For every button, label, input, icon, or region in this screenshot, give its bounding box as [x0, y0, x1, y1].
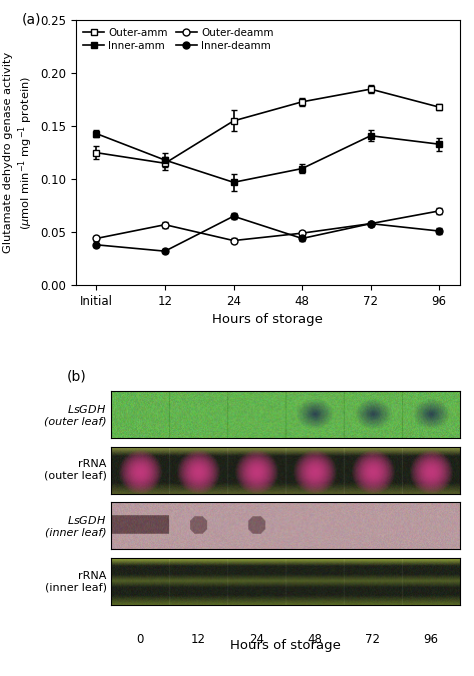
Text: rRNA
(inner leaf): rRNA (inner leaf) — [45, 571, 107, 592]
Text: $LsGDH$
(inner leaf): $LsGDH$ (inner leaf) — [45, 514, 107, 537]
Text: $LsGDH$
(outer leaf): $LsGDH$ (outer leaf) — [44, 403, 107, 426]
Text: (b): (b) — [66, 369, 86, 383]
Legend: Outer-amm, Inner-amm, Outer-deamm, Inner-deamm: Outer-amm, Inner-amm, Outer-deamm, Inner… — [81, 26, 275, 53]
Text: Hours of storage: Hours of storage — [230, 639, 341, 652]
Text: (a): (a) — [22, 12, 42, 26]
Text: rRNA
(outer leaf): rRNA (outer leaf) — [44, 460, 107, 481]
Y-axis label: Glutamate dehydro genase activity
($\mu$mol min$^{-1}$ mg$^{-1}$ protein): Glutamate dehydro genase activity ($\mu$… — [3, 52, 35, 253]
X-axis label: Hours of storage: Hours of storage — [212, 314, 323, 327]
